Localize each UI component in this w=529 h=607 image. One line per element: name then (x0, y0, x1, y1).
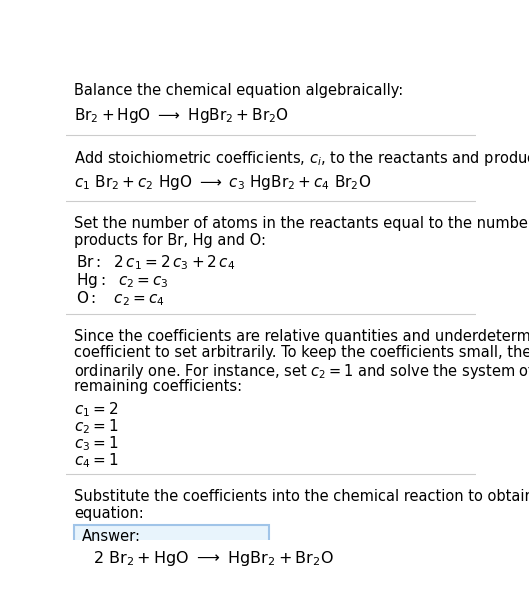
Text: Set the number of atoms in the reactants equal to the number of atoms in the: Set the number of atoms in the reactants… (74, 216, 529, 231)
Text: Since the coefficients are relative quantities and underdetermined, choose a: Since the coefficients are relative quan… (74, 328, 529, 344)
Text: $\mathrm{Br{:}}\ \ 2\,c_1 = 2\,c_3 + 2\,c_4$: $\mathrm{Br{:}}\ \ 2\,c_1 = 2\,c_3 + 2\,… (76, 254, 236, 273)
Text: products for Br, Hg and O:: products for Br, Hg and O: (74, 232, 266, 248)
Text: remaining coefficients:: remaining coefficients: (74, 379, 242, 394)
Text: $2\ \mathrm{Br_2} + \mathrm{HgO}\ \longrightarrow\ \mathrm{HgBr_2} + \mathrm{Br_: $2\ \mathrm{Br_2} + \mathrm{HgO}\ \longr… (93, 549, 333, 568)
Text: $\mathrm{O{:}}\ \ \ c_2 = c_4$: $\mathrm{O{:}}\ \ \ c_2 = c_4$ (76, 290, 165, 308)
Text: $c_3 = 1$: $c_3 = 1$ (74, 434, 119, 453)
Text: $\mathrm{Hg{:}}\ \ c_2 = c_3$: $\mathrm{Hg{:}}\ \ c_2 = c_3$ (76, 271, 169, 291)
Text: Substitute the coefficients into the chemical reaction to obtain the balanced: Substitute the coefficients into the che… (74, 489, 529, 504)
Text: Balance the chemical equation algebraically:: Balance the chemical equation algebraica… (74, 83, 404, 98)
Text: ordinarily one. For instance, set $c_2 = 1$ and solve the system of equations fo: ordinarily one. For instance, set $c_2 =… (74, 362, 529, 381)
Text: $c_1\ \mathrm{Br_2} + c_2\ \mathrm{HgO}\ \longrightarrow\ c_3\ \mathrm{HgBr_2} +: $c_1\ \mathrm{Br_2} + c_2\ \mathrm{HgO}\… (74, 173, 371, 192)
Text: $c_1 = 2$: $c_1 = 2$ (74, 401, 119, 419)
Text: Answer:: Answer: (81, 529, 141, 544)
Text: $\mathrm{Br_2 + HgO\ \longrightarrow\ HgBr_2 + Br_2O}$: $\mathrm{Br_2 + HgO\ \longrightarrow\ Hg… (74, 106, 289, 126)
Text: equation:: equation: (74, 506, 144, 521)
Text: $c_4 = 1$: $c_4 = 1$ (74, 451, 119, 470)
Text: coefficient to set arbitrarily. To keep the coefficients small, the arbitrary va: coefficient to set arbitrarily. To keep … (74, 345, 529, 361)
Text: $c_2 = 1$: $c_2 = 1$ (74, 417, 119, 436)
FancyBboxPatch shape (74, 525, 269, 575)
Text: Add stoichiometric coefficients, $c_i$, to the reactants and products:: Add stoichiometric coefficients, $c_i$, … (74, 149, 529, 169)
